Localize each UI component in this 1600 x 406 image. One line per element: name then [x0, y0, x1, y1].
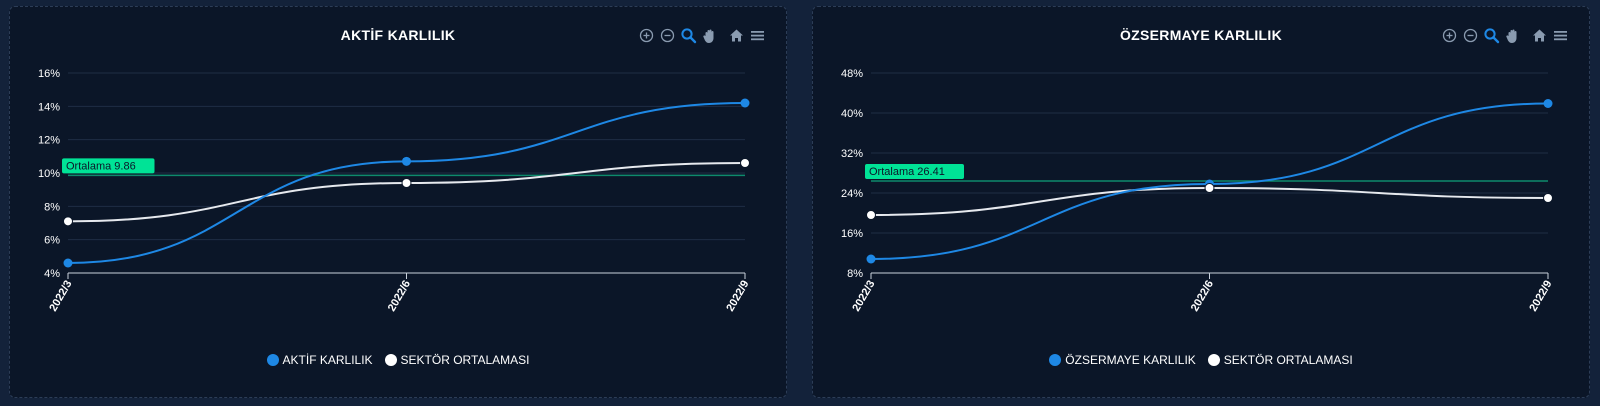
home-icon[interactable]	[1531, 27, 1548, 44]
legend-item[interactable]: SEKTÖR ORTALAMASI	[384, 353, 530, 367]
chart-legend: ÖZSERMAYE KARLILIK SEKTÖR ORTALAMASI	[813, 353, 1589, 367]
data-point[interactable]	[866, 210, 876, 220]
legend-label: SEKTÖR ORTALAMASI	[400, 353, 530, 367]
chart-panel-aktif-karlilik: AKTİF KARLILIK 4% 6% 8% 10% 12% 14% 16% 2022/3 2…	[9, 6, 787, 398]
data-point[interactable]	[401, 178, 412, 188]
average-badge	[62, 158, 155, 174]
y-tick-label: 16%	[38, 68, 60, 80]
chart-title: ÖZSERMAYE KARLILIK	[1119, 27, 1282, 43]
legend-marker	[1049, 354, 1062, 366]
x-tick-label: 2022/9	[724, 279, 751, 314]
y-tick-label: 8%	[44, 201, 60, 213]
menu-icon[interactable]	[749, 27, 766, 44]
home-icon[interactable]	[728, 27, 745, 44]
data-point[interactable]	[1543, 193, 1553, 203]
legend-label: AKTİF KARLILIK	[282, 353, 373, 367]
legend-marker	[266, 354, 279, 366]
x-tick-label: 2022/9	[1527, 279, 1554, 314]
zoom-in-icon[interactable]	[1441, 27, 1458, 44]
x-tick-label: 2022/3	[47, 279, 74, 314]
legend-label: SEKTÖR ORTALAMASI	[1223, 353, 1353, 367]
legend-item[interactable]: AKTİF KARLILIK	[266, 353, 373, 367]
data-point[interactable]	[63, 258, 73, 268]
chart-legend: AKTİF KARLILIK SEKTÖR ORTALAMASI	[10, 353, 786, 367]
y-tick-label: 4%	[44, 268, 60, 280]
zoom-out-icon[interactable]	[1462, 27, 1479, 44]
data-point[interactable]	[740, 98, 750, 108]
y-tick-label: 12%	[38, 135, 60, 147]
chart-plot: 8% 16% 24% 32% 40% 48% 2022/3 2022/6 2022/9 Ortal…	[841, 68, 1555, 314]
pan-icon[interactable]	[1504, 27, 1521, 44]
zoom-out-icon[interactable]	[659, 27, 676, 44]
pan-icon[interactable]	[701, 27, 718, 44]
menu-icon[interactable]	[1552, 27, 1569, 44]
legend-marker	[1207, 354, 1220, 366]
average-label: Ortalama 26.41	[869, 166, 945, 178]
average-badge	[865, 163, 964, 179]
x-tick-label: 2022/3	[850, 279, 877, 314]
data-point[interactable]	[866, 254, 876, 264]
data-point[interactable]	[402, 156, 411, 166]
y-tick-label: 8%	[847, 268, 863, 280]
x-tick-label: 2022/6	[386, 279, 413, 314]
legend-item[interactable]: ÖZSERMAYE KARLILIK	[1049, 353, 1196, 367]
legend-item[interactable]: SEKTÖR ORTALAMASI	[1207, 353, 1353, 367]
y-tick-label: 10%	[38, 168, 60, 180]
y-tick-label: 14%	[38, 101, 60, 113]
y-tick-label: 40%	[841, 108, 863, 120]
y-tick-label: 6%	[44, 235, 60, 247]
data-point[interactable]	[63, 216, 73, 227]
chart-title: AKTİF KARLILIK	[340, 27, 456, 43]
zoom-icon[interactable]	[1483, 27, 1500, 44]
data-point[interactable]	[1543, 99, 1553, 108]
zoom-icon[interactable]	[680, 27, 697, 44]
y-tick-label: 16%	[841, 228, 863, 240]
y-tick-label: 48%	[841, 68, 863, 80]
chart-plot: 4% 6% 8% 10% 12% 14% 16% 2022/3 2022/6 2022/9 Orta…	[38, 68, 752, 314]
zoom-in-icon[interactable]	[638, 27, 655, 44]
chart-toolbar	[638, 26, 766, 44]
legend-marker	[384, 354, 397, 366]
chart-panel-ozsermaye-karlilik: ÖZSERMAYE KARLILIK 8% 16% 24% 32% 40% 48% 2022…	[812, 6, 1590, 398]
data-point[interactable]	[1204, 183, 1215, 193]
y-tick-label: 32%	[841, 148, 863, 160]
average-label: Ortalama 9.86	[66, 160, 136, 172]
series-line	[67, 162, 746, 223]
legend-label: ÖZSERMAYE KARLILIK	[1065, 353, 1196, 367]
x-tick-label: 2022/6	[1189, 279, 1216, 314]
data-point[interactable]	[740, 158, 750, 168]
chart-toolbar	[1441, 26, 1569, 44]
y-tick-label: 24%	[841, 188, 863, 200]
